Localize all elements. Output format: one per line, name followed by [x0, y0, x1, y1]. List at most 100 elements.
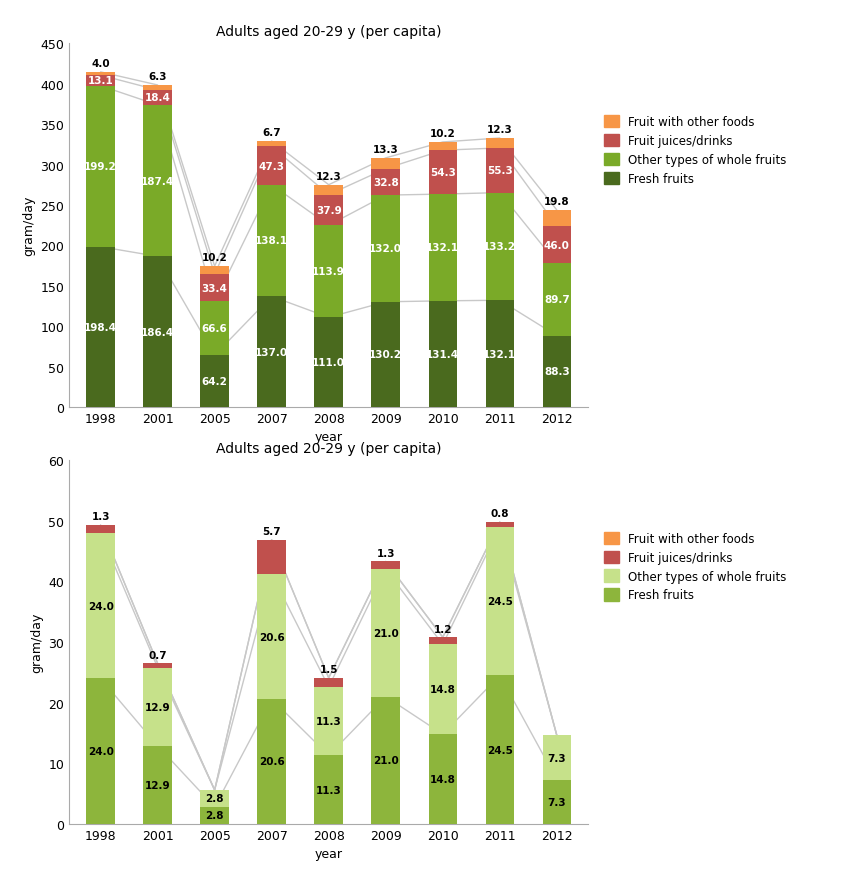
Bar: [86, 525, 115, 533]
Bar: [371, 696, 400, 824]
Bar: [86, 679, 115, 824]
Bar: [542, 227, 571, 264]
Bar: [201, 807, 229, 824]
Bar: [258, 574, 286, 699]
Text: 47.3: 47.3: [259, 161, 285, 171]
Title: Adults aged 20-29 y (per capita): Adults aged 20-29 y (per capita): [216, 441, 441, 455]
Text: 10.2: 10.2: [430, 129, 456, 139]
Text: 37.9: 37.9: [316, 206, 342, 215]
Text: 2.8: 2.8: [205, 794, 224, 804]
Text: 24.5: 24.5: [487, 596, 513, 607]
Text: 55.3: 55.3: [487, 166, 513, 176]
Bar: [485, 676, 514, 824]
Text: 24.0: 24.0: [87, 601, 113, 611]
Text: 13.1: 13.1: [87, 76, 113, 86]
Text: 18.4: 18.4: [144, 93, 170, 104]
Text: 12.9: 12.9: [144, 780, 170, 790]
Bar: [201, 267, 229, 275]
Bar: [428, 645, 457, 734]
Bar: [428, 195, 457, 301]
Text: 132.1: 132.1: [484, 349, 516, 359]
Text: 1.3: 1.3: [92, 512, 110, 522]
Text: 88.3: 88.3: [544, 367, 570, 377]
Text: 64.2: 64.2: [202, 377, 227, 386]
Text: 0.8: 0.8: [490, 509, 509, 519]
X-axis label: year: year: [315, 847, 343, 860]
Text: 19.8: 19.8: [544, 197, 570, 207]
Bar: [371, 562, 400, 570]
Bar: [542, 735, 571, 780]
Bar: [371, 302, 400, 408]
Bar: [258, 185, 286, 297]
Text: 133.2: 133.2: [484, 242, 516, 253]
Bar: [428, 151, 457, 195]
Bar: [428, 143, 457, 151]
Text: 5.7: 5.7: [262, 526, 281, 536]
Text: 132.0: 132.0: [369, 245, 402, 254]
Text: 199.2: 199.2: [84, 162, 117, 172]
Text: 46.0: 46.0: [544, 240, 570, 251]
Bar: [144, 86, 172, 91]
Text: 14.8: 14.8: [430, 774, 456, 784]
Bar: [485, 193, 514, 301]
Bar: [144, 746, 172, 824]
Bar: [201, 356, 229, 408]
Bar: [485, 301, 514, 408]
Bar: [315, 678, 343, 688]
Title: Adults aged 20-29 y (per capita): Adults aged 20-29 y (per capita): [216, 25, 441, 39]
Text: 130.2: 130.2: [369, 350, 402, 360]
Y-axis label: gram/day: gram/day: [22, 196, 35, 256]
Bar: [201, 302, 229, 356]
Bar: [315, 185, 343, 196]
Text: 14.8: 14.8: [430, 685, 456, 695]
Text: 113.9: 113.9: [312, 267, 345, 277]
Text: 10.2: 10.2: [202, 253, 227, 263]
Text: 12.9: 12.9: [144, 702, 170, 711]
Bar: [428, 301, 457, 408]
Bar: [144, 664, 172, 668]
Bar: [86, 247, 115, 408]
Text: 20.6: 20.6: [259, 632, 285, 641]
Text: 20.6: 20.6: [259, 757, 285, 766]
Bar: [86, 73, 115, 76]
Text: 4.0: 4.0: [91, 59, 110, 69]
Text: 7.3: 7.3: [548, 753, 567, 763]
Text: 24.5: 24.5: [487, 745, 513, 755]
Text: 0.7: 0.7: [148, 650, 167, 660]
Bar: [86, 87, 115, 247]
Bar: [258, 142, 286, 147]
Bar: [144, 668, 172, 746]
Text: 21.0: 21.0: [373, 628, 399, 638]
Bar: [315, 226, 343, 318]
Text: 198.4: 198.4: [84, 323, 117, 332]
Text: 7.3: 7.3: [548, 797, 567, 807]
Text: 54.3: 54.3: [430, 168, 456, 178]
Text: 186.4: 186.4: [141, 327, 174, 338]
Bar: [258, 540, 286, 574]
Text: 132.1: 132.1: [426, 243, 459, 253]
Text: 2.8: 2.8: [205, 811, 224, 820]
Bar: [485, 527, 514, 676]
Bar: [371, 196, 400, 302]
Bar: [428, 734, 457, 824]
Bar: [86, 76, 115, 87]
Bar: [201, 275, 229, 302]
Text: 138.1: 138.1: [255, 237, 288, 246]
Bar: [258, 147, 286, 185]
Text: 32.8: 32.8: [373, 178, 399, 188]
Bar: [542, 780, 571, 824]
Bar: [315, 756, 343, 824]
Bar: [371, 570, 400, 696]
Text: 137.0: 137.0: [255, 347, 288, 357]
X-axis label: year: year: [315, 431, 343, 444]
Bar: [428, 638, 457, 645]
Bar: [144, 91, 172, 105]
Bar: [485, 523, 514, 527]
Text: 6.3: 6.3: [149, 73, 167, 82]
Text: 11.3: 11.3: [316, 717, 342, 727]
Text: 66.6: 66.6: [202, 324, 227, 334]
Text: 111.0: 111.0: [312, 358, 345, 368]
Text: 6.7: 6.7: [262, 128, 281, 138]
Bar: [315, 318, 343, 408]
Text: 11.3: 11.3: [316, 785, 342, 795]
